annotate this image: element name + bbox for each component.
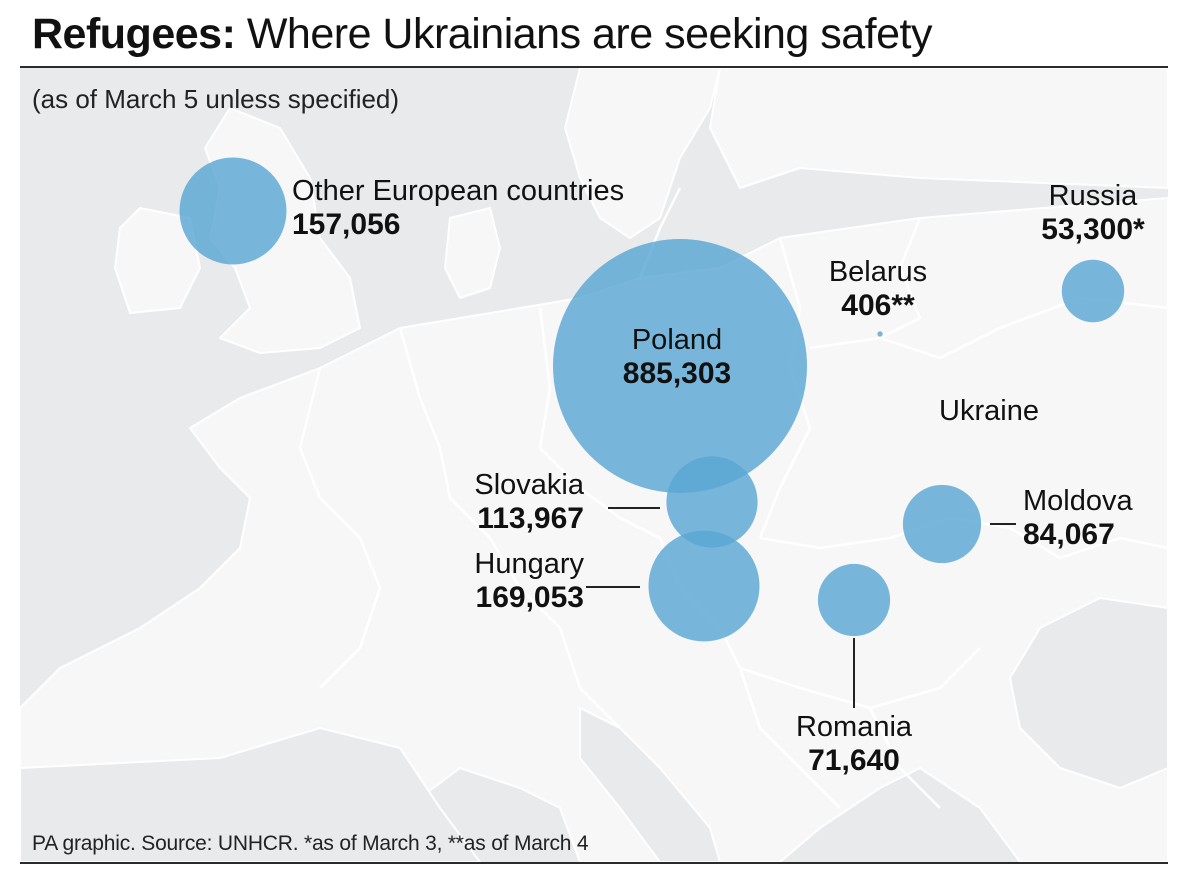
bubble-slovakia — [666, 456, 758, 548]
hungary-name: Hungary — [474, 548, 584, 580]
base-map — [20, 68, 1168, 862]
label-poland: Poland 885,303 — [607, 324, 747, 390]
sea-black-sea — [1009, 597, 1168, 789]
label-russia: Russia 53,300* — [1020, 180, 1166, 246]
label-belarus: Belarus 406** — [808, 256, 948, 322]
land-denmark — [444, 207, 501, 299]
bottom-divider — [20, 862, 1168, 864]
slovakia-value: 113,967 — [477, 501, 584, 535]
bubble-moldova — [902, 484, 982, 564]
poland-value: 885,303 — [622, 356, 732, 390]
romania-value: 71,640 — [808, 743, 900, 777]
subtitle: (as of March 5 unless specified) — [32, 84, 400, 114]
border-line-8 — [519, 587, 621, 729]
romania-name: Romania — [795, 711, 913, 743]
label-other-europe: Other European countries 157,056 — [292, 175, 625, 241]
bubble-hungary — [648, 530, 760, 642]
border-line-7 — [298, 367, 382, 689]
sea-mediterranean — [20, 727, 481, 862]
bubble-russia — [1061, 259, 1125, 323]
title-divider — [20, 66, 1168, 68]
label-hungary: Hungary 169,053 — [420, 548, 584, 614]
label-ukraine: Ukraine — [939, 395, 1039, 427]
land-finland-karelia — [709, 68, 1168, 189]
bubble-belarus — [877, 331, 883, 337]
sea-adriatic — [579, 707, 721, 862]
source-note: PA graphic. Source: UNHCR. *as of March … — [32, 832, 589, 855]
border-line-9 — [738, 667, 841, 809]
moldova-value: 84,067 — [1023, 517, 1115, 551]
border-line-1 — [398, 327, 522, 589]
title-bold: Refugees: — [32, 10, 236, 58]
map-area: Other European countries 157,056 Poland … — [20, 68, 1168, 862]
belarus-name: Belarus — [828, 256, 928, 288]
russia-name: Russia — [1048, 180, 1138, 212]
hungary-value: 169,053 — [475, 580, 584, 614]
land-scandinavia — [564, 68, 721, 239]
poland-name: Poland — [631, 324, 723, 356]
title-rest: Where Ukrainians are seeking safety — [235, 10, 933, 58]
bubble-other — [179, 157, 287, 265]
page-title: Refugees: Where Ukrainians are seeking s… — [32, 10, 932, 59]
bubble-romania — [817, 563, 891, 637]
other-europe-value: 157,056 — [292, 207, 401, 241]
border-line-10 — [868, 707, 941, 809]
label-romania: Romania 71,640 — [784, 711, 924, 777]
bubble-poland — [553, 239, 807, 493]
label-slovakia: Slovakia 113,967 — [440, 469, 584, 535]
other-europe-name: Other European countries — [292, 175, 625, 207]
bubble-layer — [179, 157, 1125, 642]
moldova-name: Moldova — [1023, 485, 1133, 517]
border-line-11 — [879, 217, 922, 340]
belarus-value: 406** — [841, 288, 915, 322]
label-moldova: Moldova 84,067 — [1023, 485, 1133, 551]
russia-value: 53,300* — [1041, 212, 1145, 246]
border-line-2 — [538, 307, 661, 540]
slovakia-name: Slovakia — [474, 469, 584, 501]
